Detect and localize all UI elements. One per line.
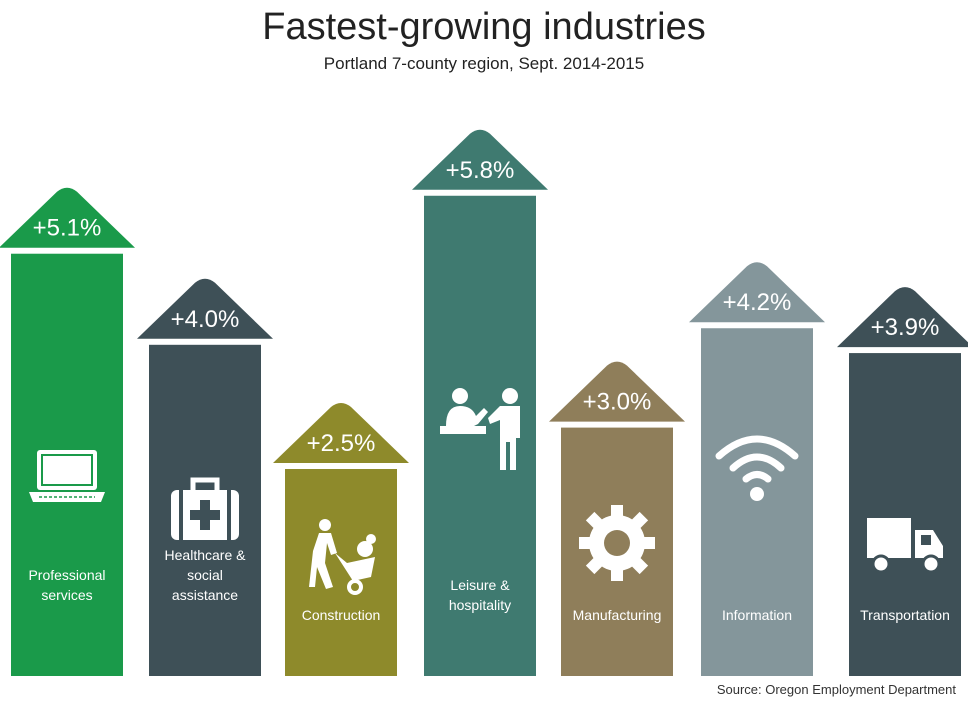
data-label: +5.1% xyxy=(33,215,102,242)
bar-group: +4.2% Information xyxy=(689,262,825,676)
bar-arrow-cap xyxy=(837,287,968,348)
bar xyxy=(849,353,961,676)
category-label: Leisure & hospitality xyxy=(449,577,511,613)
bar-arrow-cap xyxy=(0,187,135,248)
category-label-line: assistance xyxy=(172,587,238,603)
bar-group: +5.1% Professional services xyxy=(0,187,135,676)
truck-icon xyxy=(867,518,943,574)
source-note: Source: Oregon Employment Department xyxy=(716,682,956,697)
data-label: +4.0% xyxy=(171,306,240,333)
bar-group: +3.9% Transportation xyxy=(837,287,968,676)
category-label: Professional services xyxy=(28,567,105,603)
data-label: +4.2% xyxy=(723,289,792,316)
gear-icon xyxy=(579,505,655,581)
data-label: +5.8% xyxy=(446,157,515,184)
laptop-icon xyxy=(29,450,105,502)
bar-group: +3.0% Manufacturing xyxy=(549,361,685,676)
chart-title: Fastest-growing industries xyxy=(262,6,706,48)
category-label-line: Construction xyxy=(302,607,381,623)
bar-group: +5.8% Leisure & hospitality xyxy=(412,129,548,676)
category-label-line: Transportation xyxy=(860,607,950,623)
bar xyxy=(701,328,813,676)
category-label-line: Leisure & xyxy=(450,577,510,593)
first-aid-kit-icon xyxy=(171,477,239,540)
data-label: +3.0% xyxy=(583,389,652,416)
bar-arrow-cap xyxy=(412,129,548,190)
category-label-line: social xyxy=(187,567,223,583)
wheelbarrow-worker-icon xyxy=(309,519,376,595)
chart-subtitle: Portland 7-county region, Sept. 2014-201… xyxy=(323,54,645,73)
bar-arrow-cap xyxy=(137,278,273,339)
category-label-line: hospitality xyxy=(449,597,511,613)
data-label: +3.9% xyxy=(871,314,940,341)
bar xyxy=(285,469,397,676)
category-label-line: services xyxy=(41,587,92,603)
category-label-line: Manufacturing xyxy=(573,607,662,623)
wifi-icon xyxy=(715,435,799,501)
category-label: Transportation xyxy=(860,607,950,623)
category-label: Manufacturing xyxy=(573,607,662,623)
category-label: Healthcare & social assistance xyxy=(165,547,247,603)
reception-desk-icon xyxy=(440,388,520,470)
bar-group: +2.5% Construction xyxy=(273,403,409,676)
category-label: Construction xyxy=(302,607,381,623)
bar-group: +4.0% Healthcare & social assistance xyxy=(137,278,273,676)
category-label-line: Healthcare & xyxy=(165,547,247,563)
bar-arrow-cap xyxy=(689,262,825,323)
bar-arrow-cap xyxy=(273,403,409,463)
category-label: Information xyxy=(722,607,792,623)
bar-arrow-cap xyxy=(549,361,685,422)
category-label-line: Information xyxy=(722,607,792,623)
data-label: +2.5% xyxy=(307,430,376,457)
category-label-line: Professional xyxy=(28,567,105,583)
